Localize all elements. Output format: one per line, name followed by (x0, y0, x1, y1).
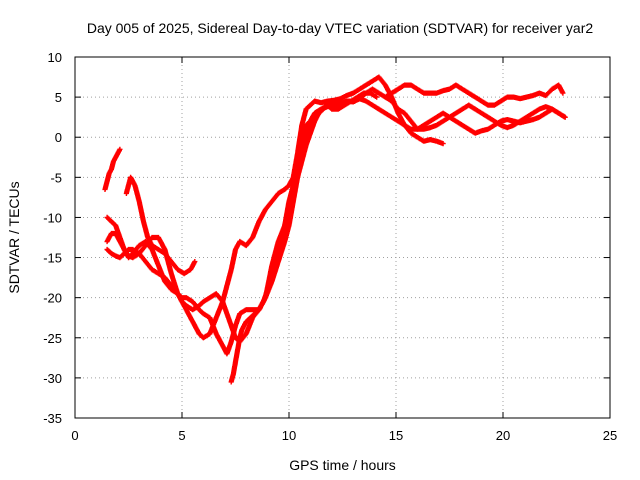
data-point-markers (382, 82, 566, 108)
data-point-markers (123, 174, 198, 277)
y-tick-label: -5 (50, 170, 62, 185)
series-track-7 (228, 90, 380, 385)
x-tick-label: 25 (603, 428, 617, 443)
series-track-3 (104, 96, 568, 345)
series-track-6 (382, 82, 566, 108)
x-tick-label: 5 (178, 428, 185, 443)
x-tick-label: 0 (71, 428, 78, 443)
x-axis-label: GPS time / hours (289, 457, 396, 473)
x-tick-label: 20 (496, 428, 510, 443)
plot-frame (74, 56, 611, 419)
data-point-markers (104, 86, 568, 357)
y-tick-label: 10 (48, 50, 62, 65)
y-tick-label: -25 (43, 331, 62, 346)
plot-border (74, 56, 611, 419)
y-axis-label: SDTVAR / TECUs (6, 181, 22, 293)
plot-area (102, 74, 568, 385)
y-tick-label: -15 (43, 251, 62, 266)
y-tick-label: -30 (43, 371, 62, 386)
data-point-markers (104, 74, 446, 341)
series-track-1 (104, 74, 446, 341)
x-tick-label: 15 (389, 428, 403, 443)
y-tick-label: -35 (43, 411, 62, 426)
data-point-markers (104, 96, 568, 345)
y-tick-label: -10 (43, 210, 62, 225)
chart-title: Day 005 of 2025, Sidereal Day-to-day VTE… (87, 20, 593, 36)
grid-lines (75, 57, 610, 418)
y-axis-ticks: -35 -30 -25 -20 -15 -10 -5 0 5 10 (43, 50, 610, 426)
data-point-markers (102, 146, 123, 192)
x-axis-ticks: 0 5 10 15 20 25 (71, 57, 617, 443)
series-track-2 (104, 86, 568, 357)
series-track-5 (102, 146, 123, 192)
data-point-markers (228, 90, 380, 385)
y-tick-label: -20 (43, 291, 62, 306)
series-track-4 (123, 174, 198, 277)
x-tick-label: 10 (282, 428, 296, 443)
y-tick-label: 5 (55, 90, 62, 105)
y-tick-label: 0 (55, 130, 62, 145)
